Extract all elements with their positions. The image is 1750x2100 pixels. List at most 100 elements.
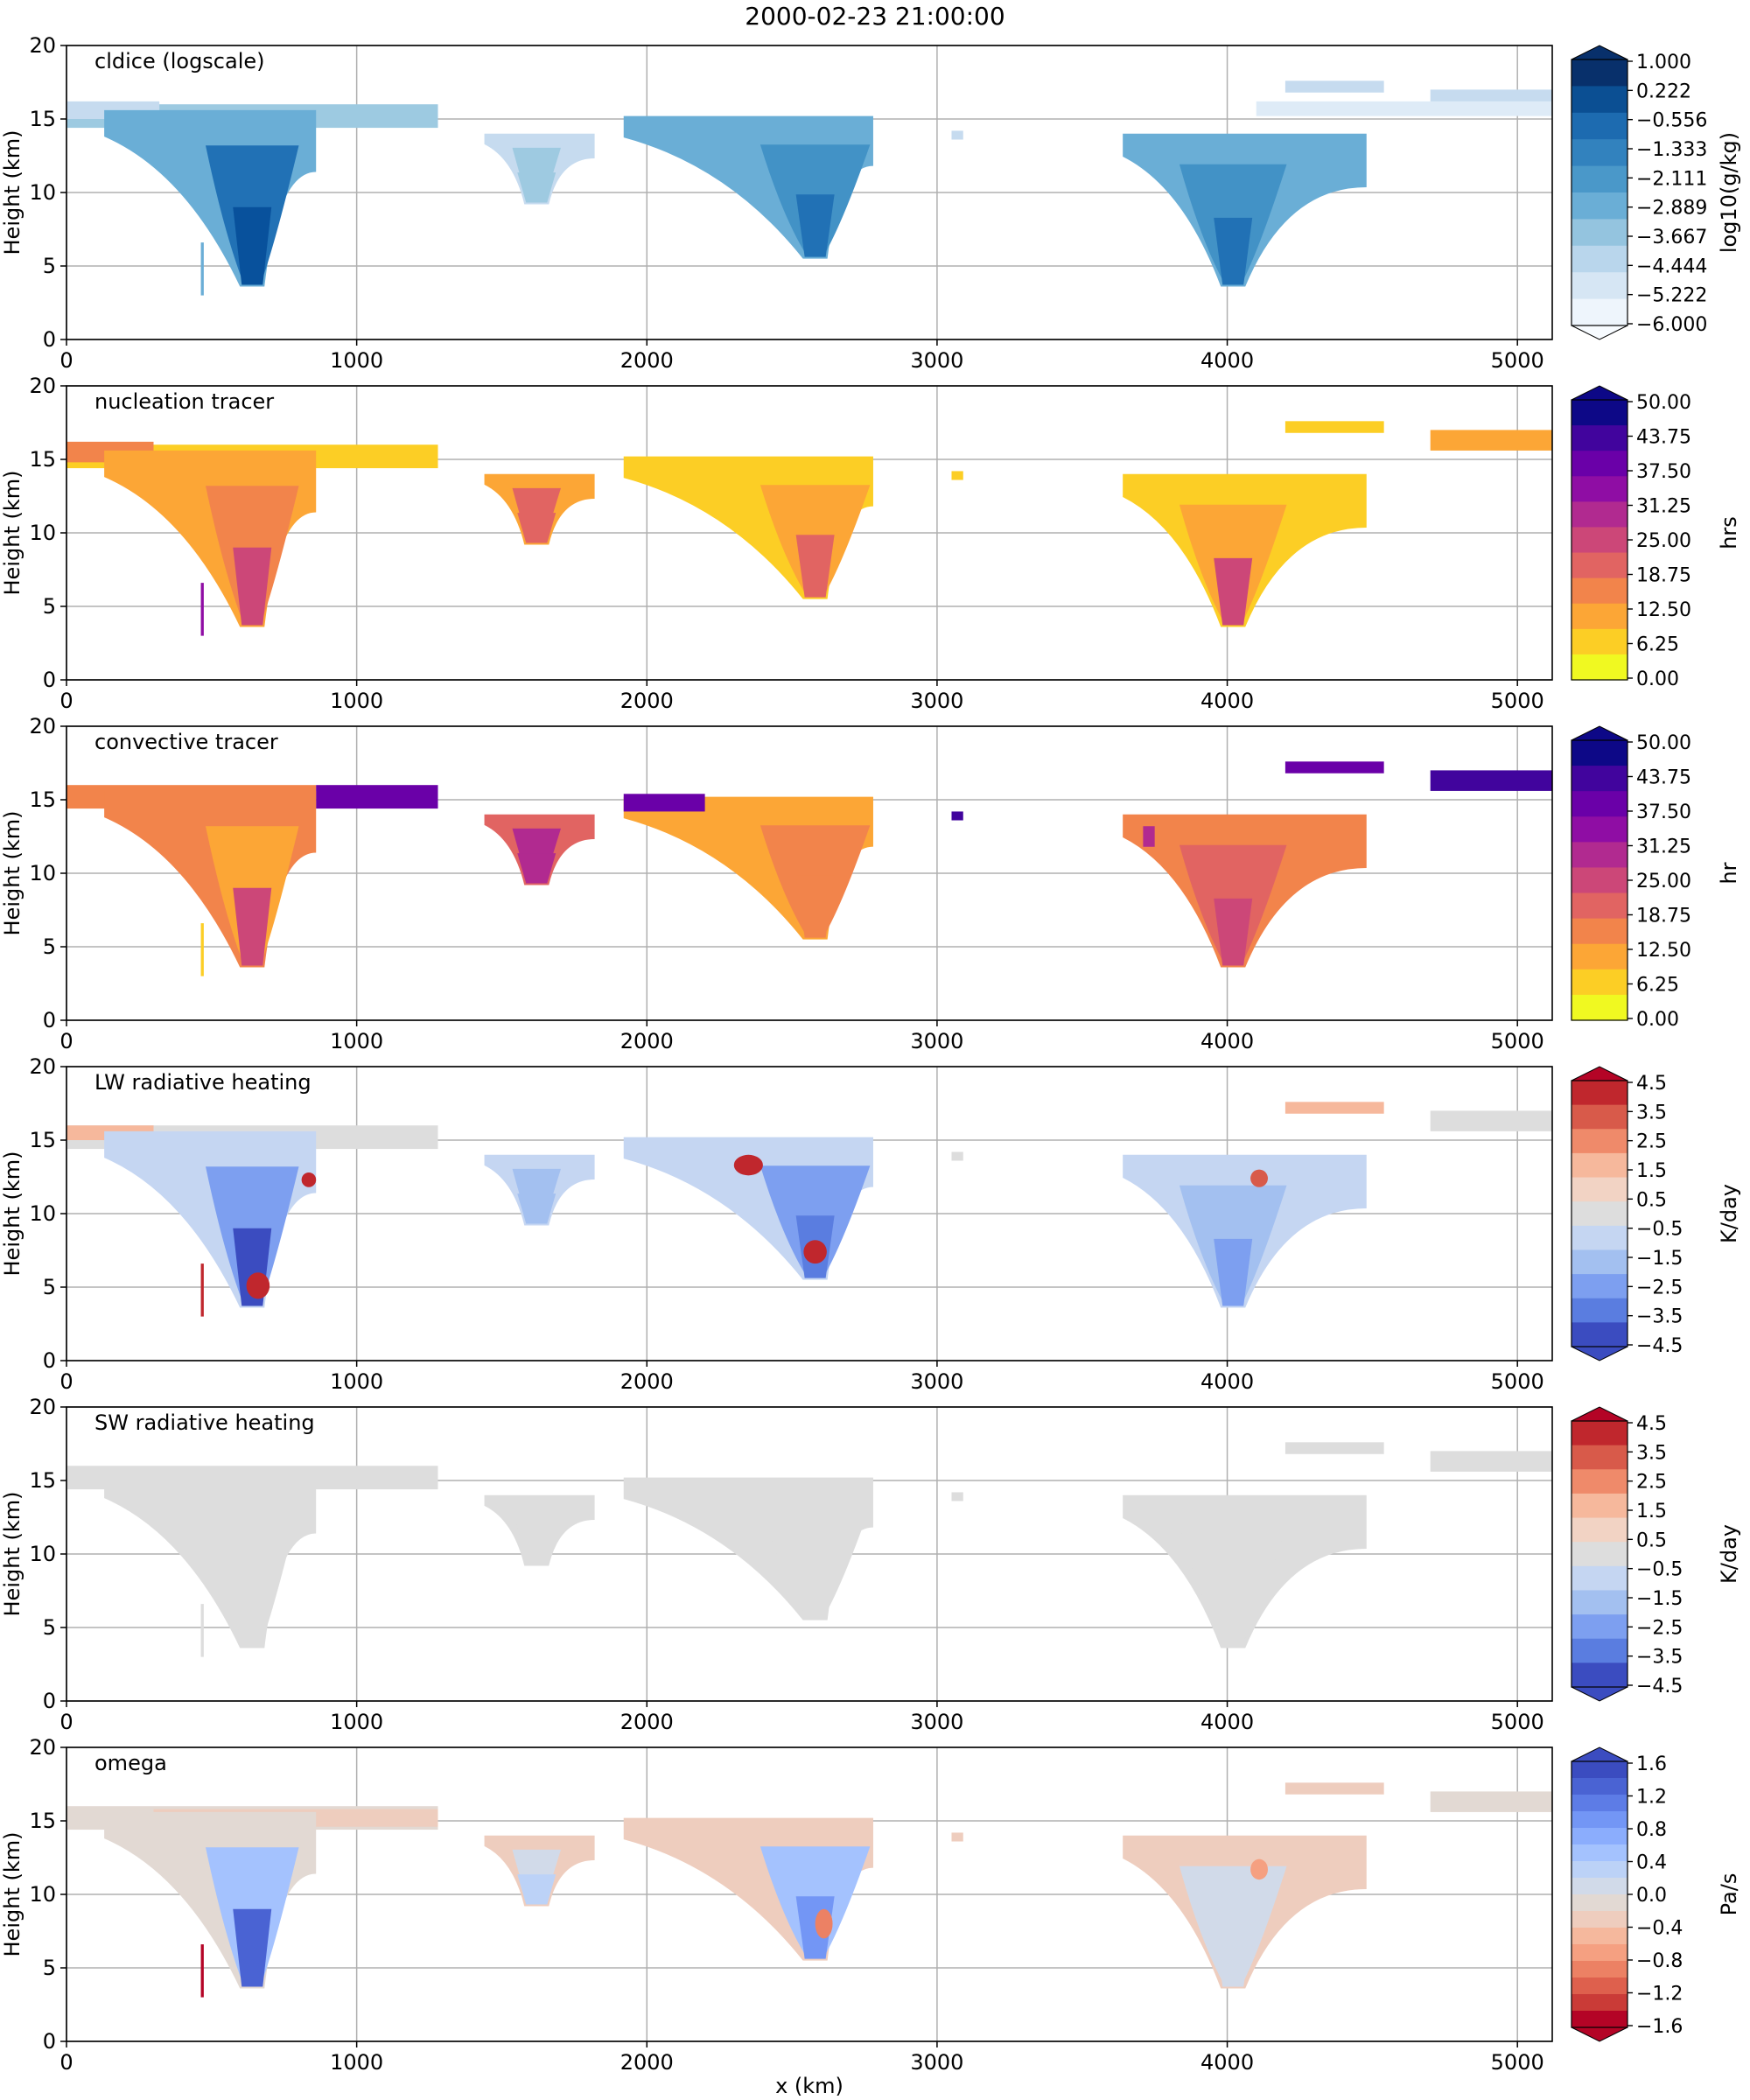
colorbar-extend-top: [1571, 1066, 1628, 1082]
colorbar-tick-label: −1.333: [1636, 139, 1707, 161]
field-stick: [200, 1944, 204, 1998]
colorbar-bin: [1572, 1662, 1628, 1688]
colorbar-tick-label: 12.50: [1636, 940, 1691, 962]
colorbar-tick-label: −3.5: [1636, 1647, 1683, 1669]
colorbar-bin: [1572, 1828, 1628, 1845]
field-stick: [200, 923, 204, 976]
y-tick-label: 0: [43, 2029, 56, 2054]
x-tick-label: 3000: [910, 348, 963, 373]
colorbar-tick-label: 50.00: [1636, 392, 1691, 414]
colorbar-bin: [1572, 1978, 1628, 1995]
colorbar-bin: [1572, 994, 1628, 1021]
colorbar-bin: [1572, 1250, 1628, 1275]
colorbar-label: K/day: [1717, 1184, 1741, 1243]
panel-4: 0 1000 2000 3000 4000 5000 0 5 10 15 20 Height (km)…: [0, 1054, 1741, 1394]
colorbar-tick-label: −0.8: [1636, 1950, 1683, 1972]
field-band: [1430, 1110, 1552, 1131]
y-tick-label: 5: [43, 1615, 56, 1640]
x-tick-label: 3000: [910, 1369, 963, 1394]
colorbar-bin: [1572, 1761, 1628, 1779]
y-axis-label: Height (km): [0, 1832, 24, 1957]
x-tick-label: 5000: [1491, 348, 1544, 373]
colorbar-tick-label: 4.5: [1636, 1413, 1667, 1435]
colorbar-bin: [1572, 1129, 1628, 1154]
colorbar-tick-label: 37.50: [1636, 802, 1691, 823]
colorbar-bin: [1572, 1298, 1628, 1323]
x-tick-label: 0: [60, 348, 73, 373]
y-tick-label: 10: [29, 861, 56, 886]
colorbar-bin: [1572, 918, 1628, 945]
colorbar: 50.00 43.75 37.50 31.25 25.00 18.75 12.50 6.25 0…: [1571, 385, 1741, 690]
x-tick-label: 1000: [330, 2050, 383, 2075]
colorbar-tick-label: −4.5: [1636, 1676, 1683, 1698]
colorbar-extend-bottom: [1571, 1686, 1628, 1702]
colorbar-bin: [1572, 969, 1628, 996]
colorbar-tick-label: −0.5: [1636, 1559, 1683, 1581]
colorbar-bin: [1572, 1104, 1628, 1130]
field-spot: [733, 1154, 763, 1176]
colorbar-tick-label: 0.8: [1636, 1819, 1667, 1841]
y-tick-label: 0: [43, 668, 56, 692]
field: [66, 761, 1552, 976]
colorbar-tick-label: 2.5: [1636, 1131, 1667, 1153]
colorbar-bin: [1572, 1274, 1628, 1299]
field: [66, 80, 1552, 296]
field-plume-deep: [517, 1874, 556, 1905]
colorbar-bin: [1572, 578, 1628, 605]
field-band: [951, 471, 963, 480]
colorbar-bin: [1572, 1795, 1628, 1812]
y-tick-label: 20: [29, 33, 56, 58]
colorbar-bin: [1572, 1225, 1628, 1251]
y-tick-label: 5: [43, 1956, 56, 1980]
colorbar-label: hrs: [1717, 516, 1741, 550]
y-tick-label: 0: [43, 1689, 56, 1713]
field-stick: [200, 1604, 204, 1657]
colorbar-bin: [1572, 1638, 1628, 1663]
colorbar-bin: [1572, 1778, 1628, 1796]
colorbar-bin: [1572, 1469, 1628, 1494]
colorbar-bin: [1572, 112, 1628, 140]
field-band: [623, 794, 705, 812]
colorbar-bin: [1572, 791, 1628, 817]
colorbar-bin: [1572, 1894, 1628, 1912]
colorbar-label: Pa/s: [1717, 1873, 1741, 1916]
x-tick-label: 3000: [910, 2050, 963, 2075]
colorbar-tick-label: 0.4: [1636, 1852, 1667, 1874]
x-tick-label: 1000: [330, 1710, 383, 1734]
colorbar-tick-label: 3.5: [1636, 1102, 1667, 1124]
colorbar-bin: [1572, 1614, 1628, 1640]
x-tick-label: 3000: [910, 689, 963, 713]
field-plume-deep: [1214, 217, 1253, 285]
colorbar-bin: [1572, 1201, 1628, 1227]
field-band: [951, 1492, 963, 1502]
x-tick-label: 2000: [620, 348, 674, 373]
colorbar-frame: [1571, 59, 1628, 326]
y-axis-label: Height (km): [0, 471, 24, 596]
colorbar-bin: [1572, 219, 1628, 247]
colorbar-extend-bottom: [1571, 1346, 1628, 1362]
colorbar-tick-label: −3.5: [1636, 1306, 1683, 1328]
colorbar-tick-label: −0.556: [1636, 110, 1707, 132]
field-plume-deep: [517, 172, 556, 203]
colorbar-tick-label: 0.0: [1636, 1885, 1667, 1907]
colorbar-tick-label: 2.5: [1636, 1472, 1667, 1494]
colorbar-tick-label: 31.25: [1636, 836, 1691, 858]
colorbar-tick-label: −0.4: [1636, 1918, 1683, 1940]
x-tick-label: 5000: [1491, 1710, 1544, 1734]
y-tick-label: 10: [29, 1201, 56, 1226]
colorbar-tick-label: −6.000: [1636, 314, 1707, 336]
field-stick: [200, 1264, 204, 1317]
x-tick-label: 5000: [1491, 1369, 1544, 1394]
x-tick-label: 5000: [1491, 1029, 1544, 1054]
y-tick-label: 15: [29, 107, 56, 131]
field-band: [316, 785, 438, 809]
colorbar-tick-label: 1.2: [1636, 1787, 1667, 1809]
y-tick-label: 10: [29, 1882, 56, 1907]
colorbar-tick-label: 6.25: [1636, 634, 1679, 656]
colorbar-bin: [1572, 1421, 1628, 1446]
field-spot: [246, 1272, 270, 1299]
colorbar-bin: [1572, 943, 1628, 970]
colorbar-tick-label: 4.5: [1636, 1073, 1667, 1095]
y-tick-label: 15: [29, 788, 56, 812]
field-plume-deep: [1214, 557, 1253, 626]
